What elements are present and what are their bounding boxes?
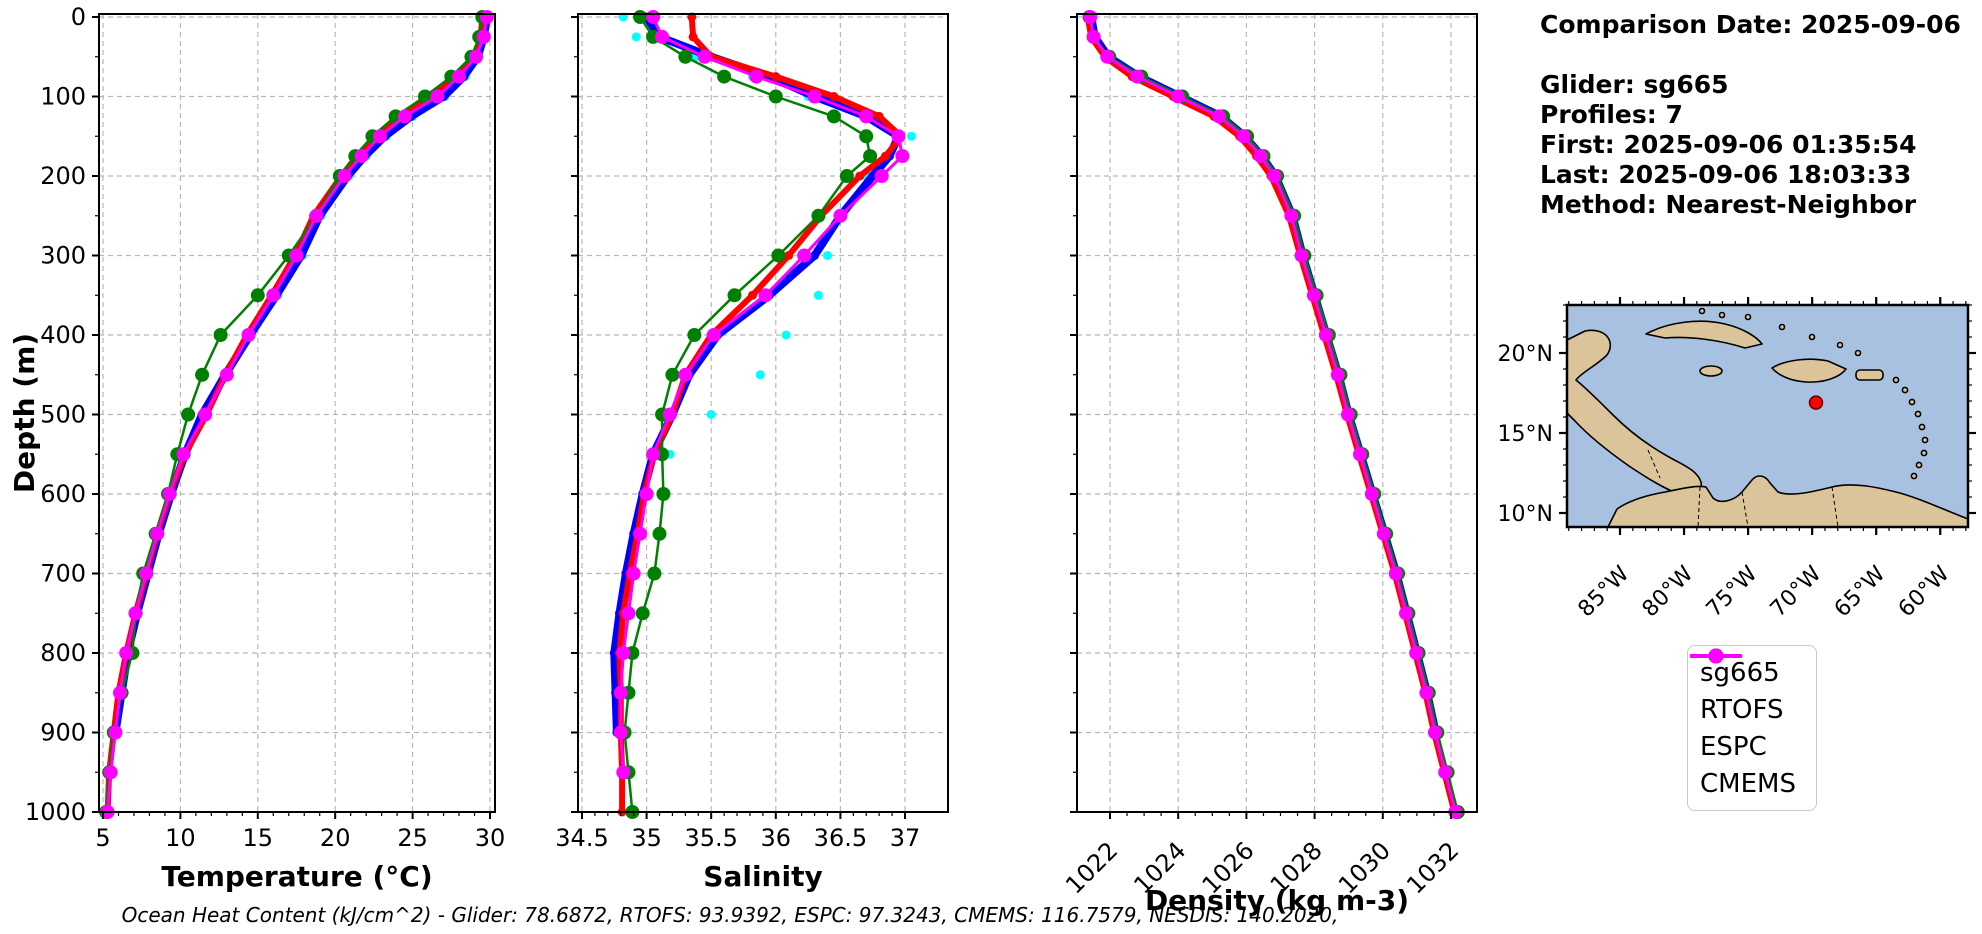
x-axis-label: Salinity <box>703 860 822 893</box>
series-sg665 <box>1086 12 1441 737</box>
svg-text:200: 200 <box>40 162 86 190</box>
map-lon-label: 65°W <box>1830 561 1891 622</box>
map-land <box>1566 307 1969 528</box>
series-espc <box>1082 10 1465 819</box>
legend-item-cmems: CMEMS <box>1690 648 1796 802</box>
svg-text:34.5: 34.5 <box>555 824 608 852</box>
legend: sg665 RTOFS ESPC CMEMS <box>1687 645 1817 811</box>
svg-text:20: 20 <box>320 824 351 852</box>
svg-text:400: 400 <box>40 321 86 349</box>
map-lon-label: 75°W <box>1702 561 1763 622</box>
x-axis-label: Temperature (°C) <box>161 860 432 893</box>
location-map: 20°N 15°N 10°N 85°W 80°W 75°W 70°W 65°W 60°W <box>1498 297 1976 622</box>
svg-text:600: 600 <box>40 480 86 508</box>
svg-text:0: 0 <box>71 3 86 31</box>
y-axis-label: Depth (m) <box>8 333 41 493</box>
svg-text:300: 300 <box>40 242 86 270</box>
svg-text:500: 500 <box>40 401 86 429</box>
legend-line-icon <box>1690 648 1742 664</box>
svg-text:100: 100 <box>40 83 86 111</box>
svg-text:10: 10 <box>165 824 196 852</box>
svg-text:900: 900 <box>40 719 86 747</box>
legend-label: RTOFS <box>1700 694 1784 725</box>
info-block: Comparison Date: 2025-09-06 Glider: sg66… <box>1540 10 1961 220</box>
last-time-text: Last: 2025-09-06 18:03:33 <box>1540 160 1912 189</box>
legend-label: ESPC <box>1700 731 1767 762</box>
legend-item-rtofs: RTOFS <box>1690 648 1796 728</box>
salinity-profile-plot: 34.5 35 35.5 36 36.5 37 Salinity <box>555 10 949 893</box>
svg-text:5: 5 <box>95 824 110 852</box>
svg-text:1000: 1000 <box>25 798 86 826</box>
ohc-footer-text: Ocean Heat Content (kJ/cm^2) - Glider: 7… <box>121 903 1339 927</box>
profiles-count-text: Profiles: 7 <box>1540 100 1683 129</box>
map-lat-label: 15°N <box>1498 422 1553 447</box>
map-lon-label: 85°W <box>1574 561 1635 622</box>
map-lon-label: 60°W <box>1894 561 1955 622</box>
map-lat-label: 20°N <box>1498 342 1553 367</box>
svg-text:36.5: 36.5 <box>814 824 867 852</box>
svg-text:35: 35 <box>631 824 662 852</box>
map-lon-label: 70°W <box>1766 561 1827 622</box>
legend-label: CMEMS <box>1700 768 1796 799</box>
series-rtofs <box>103 12 487 817</box>
first-time-text: First: 2025-09-06 01:35:54 <box>1540 130 1917 159</box>
series-cmems <box>613 10 910 780</box>
svg-text:1022: 1022 <box>1060 836 1123 899</box>
series-cmems <box>1083 10 1463 819</box>
glider-name-text: Glider: sg665 <box>1540 70 1729 99</box>
map-lat-label: 10°N <box>1498 502 1553 527</box>
svg-text:800: 800 <box>40 639 86 667</box>
svg-text:36: 36 <box>761 824 792 852</box>
svg-text:15: 15 <box>243 824 274 852</box>
series-nesdis <box>1088 12 1442 737</box>
svg-text:35.5: 35.5 <box>684 824 737 852</box>
svg-text:37: 37 <box>890 824 921 852</box>
svg-text:30: 30 <box>475 824 506 852</box>
series-nesdis <box>112 12 493 737</box>
temperature-profile-plot: 5 10 15 20 25 3001002003004005006007008009001… <box>25 3 505 893</box>
glider-position-marker <box>1808 395 1824 410</box>
info-spacer <box>1540 40 1961 70</box>
comparison-date-text: Comparison Date: 2025-09-06 <box>1540 10 1961 39</box>
x-axis-label: Density (kg m-3) <box>1145 884 1409 917</box>
series-sg665 <box>110 12 492 737</box>
svg-text:1032: 1032 <box>1401 836 1464 899</box>
svg-text:25: 25 <box>397 824 428 852</box>
legend-item-espc: ESPC <box>1690 648 1796 765</box>
method-text: Method: Nearest-Neighbor <box>1540 190 1917 219</box>
map-lon-label: 80°W <box>1638 561 1699 622</box>
series-espc <box>617 10 878 819</box>
svg-text:700: 700 <box>40 560 86 588</box>
